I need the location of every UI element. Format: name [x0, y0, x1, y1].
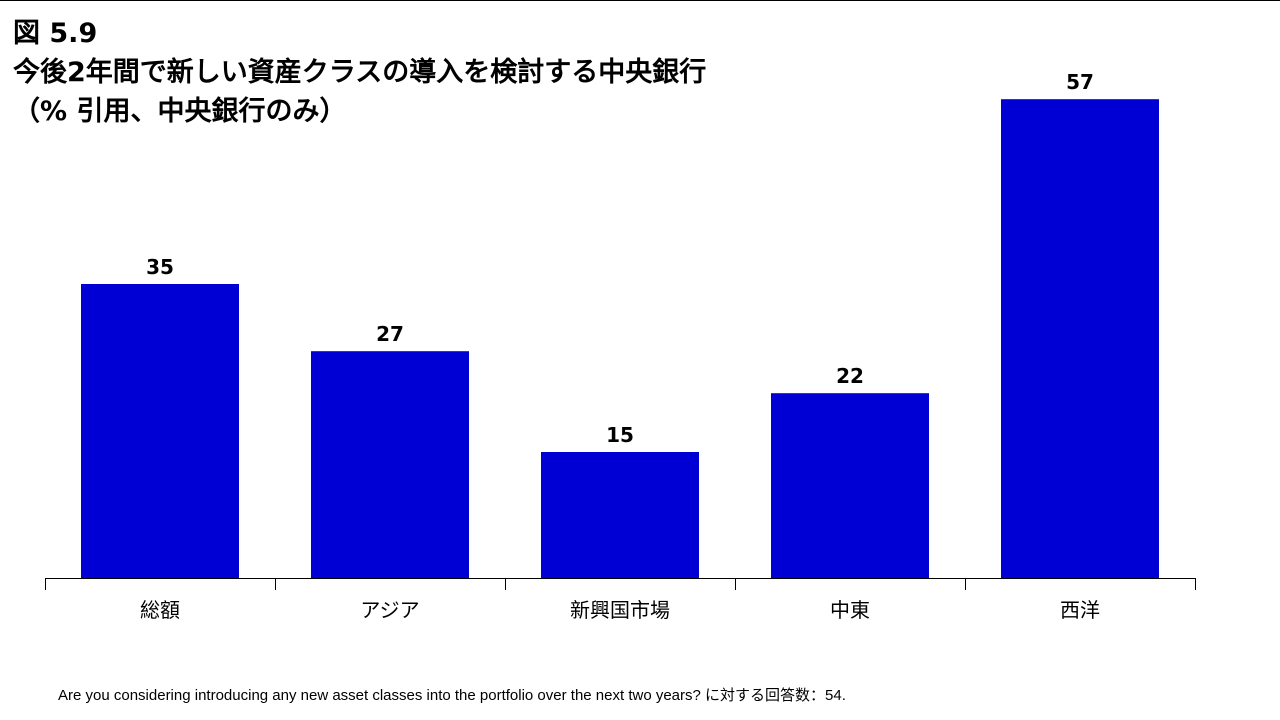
- bar-0: [81, 284, 239, 578]
- category-label-2: 新興国市場: [570, 598, 670, 622]
- value-label-1: 27: [376, 322, 404, 346]
- bar-2: [541, 452, 699, 578]
- category-label-3: 中東: [830, 598, 870, 622]
- value-label-3: 22: [836, 364, 864, 388]
- bar-3: [771, 393, 929, 578]
- value-label-4: 57: [1066, 70, 1094, 94]
- top-rule: [0, 0, 1280, 1]
- chart-title: 今後2年間で新しい資産クラスの導入を検討する中央銀行: [13, 57, 707, 88]
- category-label-0: 総額: [140, 598, 180, 622]
- value-label-2: 15: [606, 423, 634, 447]
- value-label-0: 35: [146, 255, 174, 279]
- category-label-1: アジア: [360, 598, 419, 622]
- category-label-4: 西洋: [1060, 598, 1100, 622]
- bar-1: [311, 351, 469, 578]
- figure-label: 図 5.9: [13, 18, 98, 49]
- bar-4: [1001, 99, 1159, 578]
- chart-subtitle: （% 引用、中央銀行のみ）: [13, 96, 347, 127]
- footnote: Are you considering introducing any new …: [58, 687, 846, 704]
